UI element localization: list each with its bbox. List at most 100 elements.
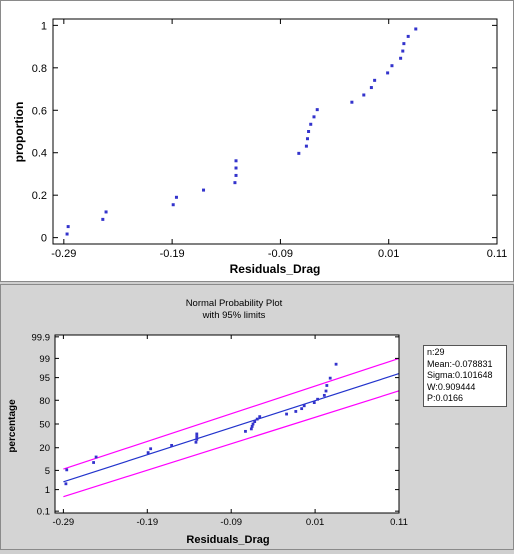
- y-tick-label: 50: [39, 420, 50, 431]
- data-point: [234, 173, 238, 177]
- y-axis-label: percentage: [7, 399, 18, 453]
- data-point: [309, 122, 313, 126]
- data-point: [386, 71, 390, 75]
- plot-frame: [52, 18, 498, 245]
- y-tick-label: 99.9: [32, 332, 51, 343]
- data-point: [258, 415, 262, 419]
- data-point: [253, 420, 257, 423]
- data-point: [315, 108, 319, 112]
- data-point: [64, 482, 68, 486]
- data-point: [94, 455, 98, 459]
- data-point: [255, 417, 259, 421]
- data-point: [334, 362, 338, 366]
- fit-line: [63, 373, 400, 483]
- data-point: [249, 427, 253, 431]
- stat-p: P:0.0166: [427, 393, 464, 404]
- proportion-plot-panel: -0.29 -0.19 -0.09 0.01 0.11 0 0.2 0.4 0.6 0.8 1 Re…: [0, 0, 514, 282]
- y-tick-label: 5: [45, 466, 50, 477]
- y-tick-label: 0: [41, 233, 47, 245]
- y-tick-label: 20: [39, 443, 50, 454]
- y-tick-label: 1: [41, 20, 47, 32]
- data-point: [149, 447, 153, 451]
- plot-area: [55, 335, 399, 513]
- data-point: [305, 137, 309, 141]
- stat-n: n:29: [427, 347, 445, 357]
- data-point: [250, 425, 254, 428]
- y-tick-label: 0.2: [32, 190, 47, 202]
- data-point: [195, 432, 199, 436]
- data-point: [300, 407, 304, 411]
- data-point: [399, 56, 403, 60]
- data-point: [312, 401, 316, 405]
- x-tick-label: -0.19: [136, 517, 158, 528]
- data-point: [171, 203, 175, 207]
- data-point: [66, 225, 70, 229]
- data-point: [174, 195, 178, 199]
- x-axis-label: Residuals_Drag: [230, 262, 321, 276]
- data-point: [316, 397, 320, 401]
- chart-title: Normal Probability Plot: [186, 298, 283, 309]
- y-tick-label: 1: [45, 485, 50, 496]
- stat-mean: Mean:-0.078831: [427, 358, 493, 369]
- proportion-plot: -0.29 -0.19 -0.09 0.01 0.11 0 0.2 0.4 0.6 0.8 1 Re…: [12, 18, 508, 276]
- data-point: [294, 410, 298, 413]
- data-point: [65, 232, 69, 236]
- data-point: [350, 100, 354, 104]
- normal-probability-plot-panel: Normal Probability Plot with 95% limits …: [0, 284, 514, 550]
- x-tick-label: -0.29: [51, 248, 76, 260]
- data-point: [92, 461, 95, 464]
- data-point: [170, 443, 174, 447]
- data-point: [101, 217, 105, 221]
- y-tick-label: 0.1: [37, 507, 50, 518]
- x-tick-label: 0.01: [378, 248, 399, 260]
- y-tick-label: 99: [39, 354, 50, 365]
- y-tick-label: 0.6: [32, 105, 47, 117]
- data-point: [402, 42, 406, 46]
- y-tick-label: 95: [39, 373, 50, 384]
- data-point: [390, 64, 394, 68]
- data-point: [234, 159, 238, 163]
- data-point: [194, 440, 198, 444]
- data-point: [234, 166, 238, 170]
- lower-limit-line: [63, 390, 400, 498]
- data-point: [414, 27, 418, 31]
- data-point: [406, 34, 410, 38]
- data-point: [307, 130, 311, 133]
- y-axis-label: proportion: [12, 102, 26, 163]
- data-point: [195, 437, 199, 441]
- chart-subtitle: with 95% limits: [202, 310, 266, 321]
- stat-w: W:0.909444: [427, 381, 476, 392]
- x-tick-label: -0.19: [160, 248, 185, 260]
- data-point: [65, 468, 69, 472]
- data-point: [369, 86, 373, 90]
- x-tick-label: -0.09: [220, 517, 242, 528]
- upper-limit-line: [63, 357, 400, 470]
- data-point: [244, 429, 247, 433]
- data-point: [401, 49, 405, 53]
- x-tick-label: 0.11: [487, 248, 508, 260]
- data-point: [104, 210, 108, 214]
- data-point: [322, 393, 326, 397]
- data-point: [195, 435, 199, 438]
- y-tick-label: 0.8: [32, 63, 47, 75]
- data-point: [285, 412, 288, 416]
- y-tick-label: 80: [39, 396, 50, 407]
- data-point: [328, 376, 332, 380]
- stat-sigma: Sigma:0.101648: [427, 370, 493, 381]
- data-point: [233, 181, 237, 185]
- data-point: [325, 384, 329, 387]
- x-tick-label: -0.09: [268, 248, 293, 260]
- data-point: [302, 404, 306, 408]
- data-point: [146, 451, 150, 455]
- data-point: [312, 115, 316, 119]
- statistics-legend: n:29 Mean:-0.078831 Sigma:0.101648 W:0.9…: [423, 345, 507, 407]
- data-point: [251, 422, 255, 426]
- x-tick-label: 0.01: [306, 517, 325, 528]
- x-tick-label: -0.29: [53, 517, 75, 528]
- data-point: [362, 93, 366, 97]
- x-axis-label: Residuals_Drag: [186, 534, 269, 546]
- data-point: [304, 144, 308, 148]
- data-point: [324, 389, 328, 393]
- data-point: [373, 78, 377, 82]
- data-point: [202, 188, 206, 192]
